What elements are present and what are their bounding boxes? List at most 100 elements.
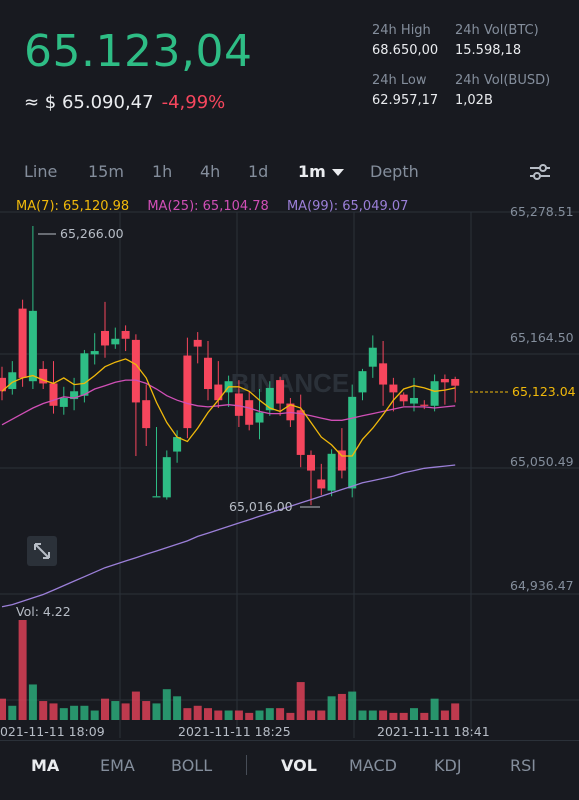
candle-body [142,400,151,429]
volume-bar [152,703,161,720]
usd-equivalent: ≈ $ 65.090,47 -4,99% [24,92,225,113]
candle-body [410,397,418,404]
candle-body [265,387,274,411]
last-price: 65.123,04 [24,26,253,77]
low-annotation-label: 65,016.00 [229,499,293,514]
volume-bar [389,712,398,720]
candle-body [0,377,6,392]
volume-bar [39,701,48,720]
candle [234,380,243,428]
candle-body [296,410,305,455]
candle-body [440,378,449,383]
volume-bar [131,691,140,720]
stat-value: 1,02B [455,93,493,108]
volume-bar [307,710,315,720]
tab-macd[interactable]: MACD [349,756,397,775]
tab-rsi[interactable]: RSI [510,756,536,775]
candle [327,449,336,497]
tab-15m[interactable]: 15m [88,162,124,181]
candle-body [70,391,79,400]
volume-bar [420,712,429,720]
watermark: BINANCE [231,368,349,398]
candle-body [111,338,120,345]
tab-1d[interactable]: 1d [248,162,269,181]
tab-line[interactable]: Line [24,162,58,181]
ma-legend: MA(7): 65,120.98 MA(25): 65,104.78 MA(99… [16,199,422,214]
volume-bar [358,710,367,720]
volume-bar [214,710,223,720]
candle [296,394,305,468]
ma25-legend: MA(25): 65,104.78 [147,199,269,214]
candle-body [420,404,429,406]
volume-bar [317,710,326,720]
change-percent: -4,99% [161,92,226,113]
candle [80,349,89,403]
volume-bar [80,705,89,720]
stat-label: 24h Low [372,73,427,88]
ma7-line [1,358,456,457]
tab-vol[interactable]: VOL [281,756,317,775]
ma99-legend: MA(99): 65,049.07 [286,199,409,214]
candle [348,384,357,498]
price-chart[interactable]: BINANCE 65,266.00 65,016.00 65,278.51 65… [0,190,579,740]
volume-bar [193,705,202,720]
expand-icon[interactable] [27,536,57,566]
candle [389,377,398,412]
tab-ema[interactable]: EMA [100,756,135,775]
candle [183,337,192,439]
candle [49,361,58,414]
volume-bar [451,703,460,720]
chevron-down-icon [331,169,344,176]
tab-ma[interactable]: MA [31,756,60,775]
candle-body [131,339,140,403]
usd-price: ≈ $ 65.090,47 [24,92,154,113]
candle-body [327,453,336,491]
candle [368,335,377,378]
candle-body [90,351,99,355]
x-tick: 2021-11-11 18:41 [377,724,490,739]
candle-body [39,368,48,384]
volume-bar [183,708,192,720]
candle [193,332,202,364]
market-header: 65.123,04 ≈ $ 65.090,47 -4,99% 24h High 6… [0,0,579,150]
volume-bar [49,703,58,720]
high-annotation: 65,266.00 [38,226,124,241]
tab-1m[interactable]: 1m [298,162,344,181]
stat-24h-vol-busd: 24h Vol(BUSD) 1,02B [455,73,550,108]
candle-body [18,308,27,378]
volume-bar [265,708,274,720]
candle [255,389,264,440]
tab-4h[interactable]: 4h [200,162,221,181]
y-tick: 65,050.49 [510,454,574,469]
high-annotation-label: 65,266.00 [60,226,124,241]
tab-boll[interactable]: BOLL [171,756,213,775]
volume-bar [399,712,408,720]
tab-depth[interactable]: Depth [370,162,419,181]
tab-kdj[interactable]: KDJ [434,756,462,775]
candle [307,450,315,506]
candle [131,334,140,457]
candle-body [152,496,161,498]
candle [379,341,388,406]
stat-value: 15.598,18 [455,43,522,58]
candle [90,333,99,365]
volume-bar [173,696,182,720]
candle [358,368,367,401]
volume-bar [430,698,439,720]
volume-bar [162,689,171,720]
candle [337,428,346,479]
candle-body [214,384,223,401]
candle-body [121,330,130,339]
volume-bar [111,701,120,720]
volume-bar [70,705,79,720]
candle-body [337,450,346,471]
candle-body [204,357,212,390]
candle [111,327,120,349]
sliders-icon[interactable] [529,161,551,183]
candle-body [183,355,192,429]
tab-1h[interactable]: 1h [152,162,173,181]
candle-body [162,457,171,498]
volume-bar [224,710,233,720]
ma7-legend: MA(7): 65,120.98 [16,199,130,214]
volume-bar [379,710,388,720]
